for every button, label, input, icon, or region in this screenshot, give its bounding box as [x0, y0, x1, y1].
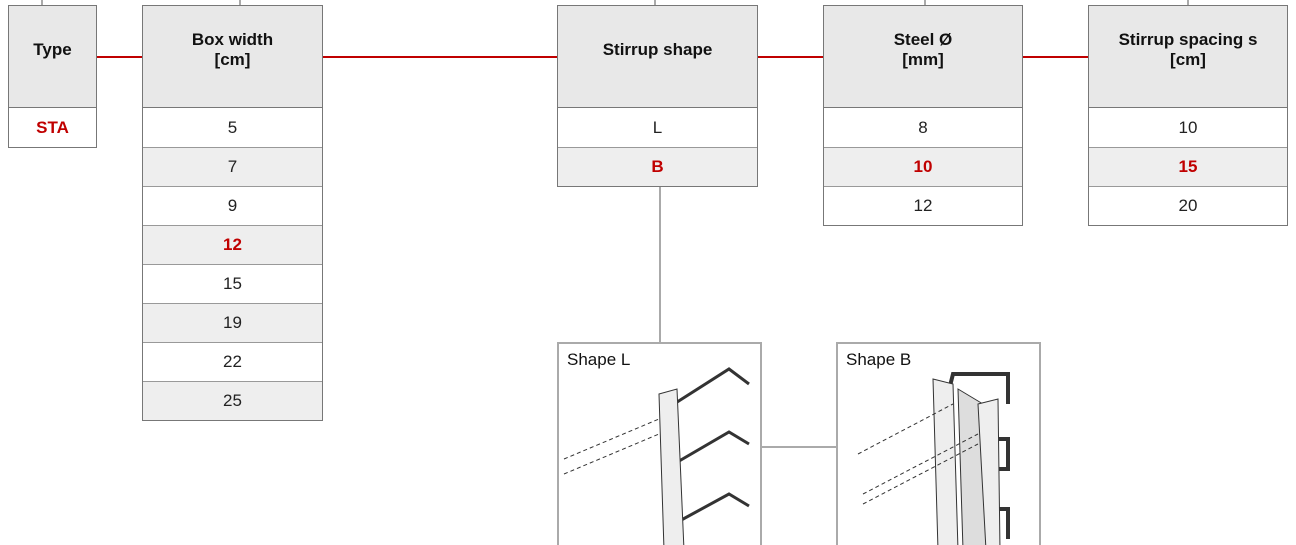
selected-option[interactable]: 10	[824, 147, 1022, 186]
column-header: Steel Ø [mm]	[824, 6, 1022, 108]
option[interactable]: 19	[143, 303, 322, 342]
option-column: Stirrup spacing s [cm] 10 15 20	[1088, 5, 1288, 226]
shape-b-image: Shape B	[836, 342, 1041, 545]
option[interactable]: 10	[1178, 117, 1198, 137]
header-unit: [cm]	[1170, 49, 1206, 69]
option[interactable]: 8	[918, 117, 928, 137]
selected-option[interactable]: 15	[1089, 147, 1287, 186]
header-title: Stirrup spacing s	[1118, 29, 1258, 49]
option[interactable]: 22	[143, 342, 322, 381]
column-header: Stirrup spacing s [cm]	[1089, 6, 1287, 108]
option[interactable]: 7	[143, 147, 322, 186]
shape-l-image: Shape L	[557, 342, 762, 545]
header-unit: [cm]	[214, 49, 251, 69]
header-title: Stirrup shape	[602, 39, 713, 59]
option[interactable]: 20	[1089, 186, 1287, 225]
header-title: Type	[33, 39, 72, 59]
rebar-drawing	[563, 367, 750, 545]
option[interactable]: 25	[143, 381, 322, 420]
rebar-drawing	[857, 372, 1010, 545]
header-title: Steel Ø	[893, 29, 953, 49]
option[interactable]: 5	[227, 117, 238, 137]
column-header: Stirrup shape	[558, 6, 757, 108]
selected-option[interactable]: B	[558, 147, 757, 186]
option[interactable]: 9	[143, 186, 322, 225]
option-column: Stirrup shape L B	[557, 5, 758, 187]
column-header: Type	[9, 6, 96, 108]
selected-option[interactable]: STA	[36, 117, 69, 137]
option-column: Type STA	[8, 5, 97, 148]
option-column: Box width [cm] 5 7 9 12 15 19 22 25	[142, 5, 323, 421]
header-title: Box width	[191, 29, 274, 49]
image-label: Shape B	[846, 350, 912, 370]
option[interactable]: 15	[143, 264, 322, 303]
option[interactable]: L	[652, 117, 663, 137]
option[interactable]: 12	[824, 186, 1022, 225]
selected-option[interactable]: 12	[143, 225, 322, 264]
option-column: Steel Ø [mm] 8 10 12	[823, 5, 1023, 226]
column-header: Box width [cm]	[143, 6, 322, 108]
image-label: Shape L	[567, 350, 631, 370]
header-unit: [mm]	[902, 49, 944, 69]
